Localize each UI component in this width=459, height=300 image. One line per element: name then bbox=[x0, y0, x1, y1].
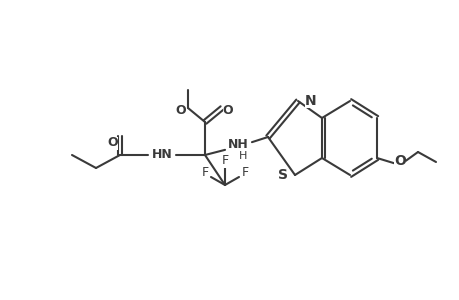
Text: O: O bbox=[393, 154, 405, 168]
Text: S: S bbox=[277, 168, 287, 182]
Text: F: F bbox=[241, 167, 248, 179]
Text: HN: HN bbox=[152, 148, 173, 160]
Text: N: N bbox=[304, 94, 316, 108]
Text: O: O bbox=[107, 136, 118, 149]
Text: F: F bbox=[221, 154, 228, 167]
Text: F: F bbox=[201, 167, 208, 179]
Text: O: O bbox=[222, 103, 233, 116]
Text: H: H bbox=[239, 151, 247, 161]
Text: O: O bbox=[175, 103, 186, 116]
Text: NH: NH bbox=[228, 139, 248, 152]
